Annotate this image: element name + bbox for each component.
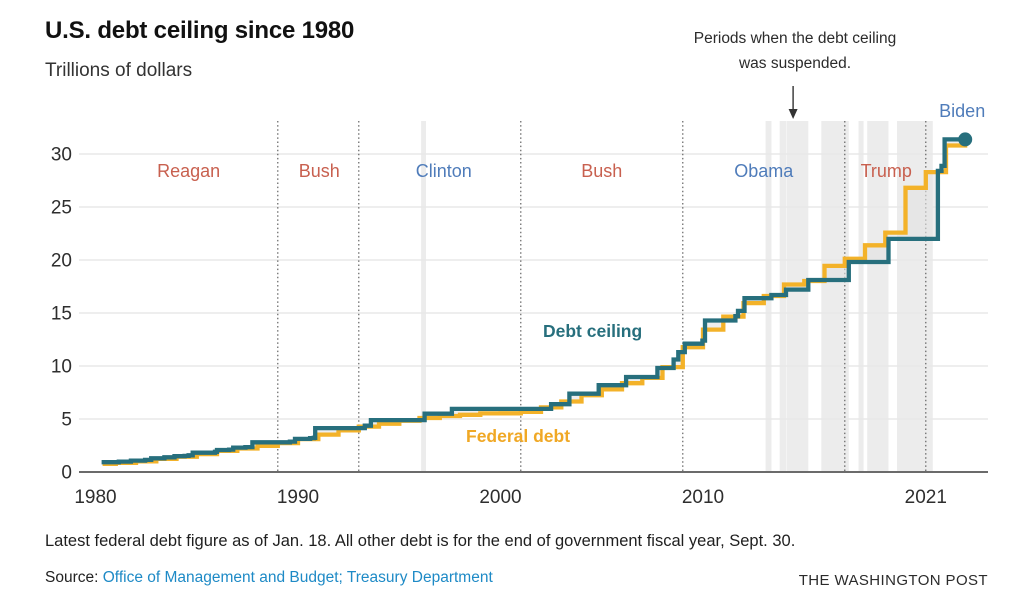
source-row: Source: Office of Management and Budget;… xyxy=(45,569,493,587)
suspension-annotation-line1: Periods when the debt ceiling xyxy=(693,30,897,47)
debt-ceiling-series-label: Debt ceiling xyxy=(543,321,643,341)
chart-units-label: Trillions of dollars xyxy=(45,60,193,81)
x-axis-tick: 1980 xyxy=(74,487,116,508)
y-axis-tick: 0 xyxy=(61,463,72,484)
federal-debt-series-label: Federal debt xyxy=(466,426,571,446)
y-axis-tick: 5 xyxy=(61,410,72,431)
suspension-arrow-head xyxy=(788,109,798,119)
y-axis-tick: 10 xyxy=(51,357,72,378)
president-label-bush: Bush xyxy=(581,161,623,181)
suspension-band xyxy=(858,121,864,473)
x-axis-tick: 2021 xyxy=(905,487,947,508)
y-axis-tick: 25 xyxy=(51,198,72,219)
ceiling-endpoint-dot xyxy=(958,132,973,147)
source-label: Source: xyxy=(45,569,99,586)
debt-ceiling-line xyxy=(101,137,966,465)
x-axis-tick: 2010 xyxy=(682,487,724,508)
y-axis-tick: 30 xyxy=(51,145,72,166)
suspension-annotation: Periods when the debt ceiling was suspen… xyxy=(645,26,945,76)
president-label-bush: Bush xyxy=(298,161,340,181)
suspension-band xyxy=(786,121,809,473)
source-link[interactable]: Office of Management and Budget; Treasur… xyxy=(102,569,493,586)
president-label-reagan: Reagan xyxy=(157,161,221,181)
publisher-brand: THE WASHINGTON POST xyxy=(798,572,988,589)
president-label-obama: Obama xyxy=(734,161,794,181)
x-axis-tick: 2000 xyxy=(479,487,521,508)
suspension-band xyxy=(421,121,426,473)
president-label-biden: Biden xyxy=(939,101,986,121)
footnote: Latest federal debt figure as of Jan. 18… xyxy=(45,532,796,550)
suspension-band xyxy=(821,121,849,473)
y-axis-tick: 20 xyxy=(51,251,72,272)
suspension-annotation-line2: was suspended. xyxy=(738,55,852,72)
president-label-clinton: Clinton xyxy=(415,161,472,181)
page-title: U.S. debt ceiling since 1980 xyxy=(45,17,355,44)
y-axis-tick: 15 xyxy=(51,304,72,325)
x-axis-tick: 1990 xyxy=(277,487,319,508)
suspension-band xyxy=(867,121,889,473)
president-label-trump: Trump xyxy=(860,161,912,181)
